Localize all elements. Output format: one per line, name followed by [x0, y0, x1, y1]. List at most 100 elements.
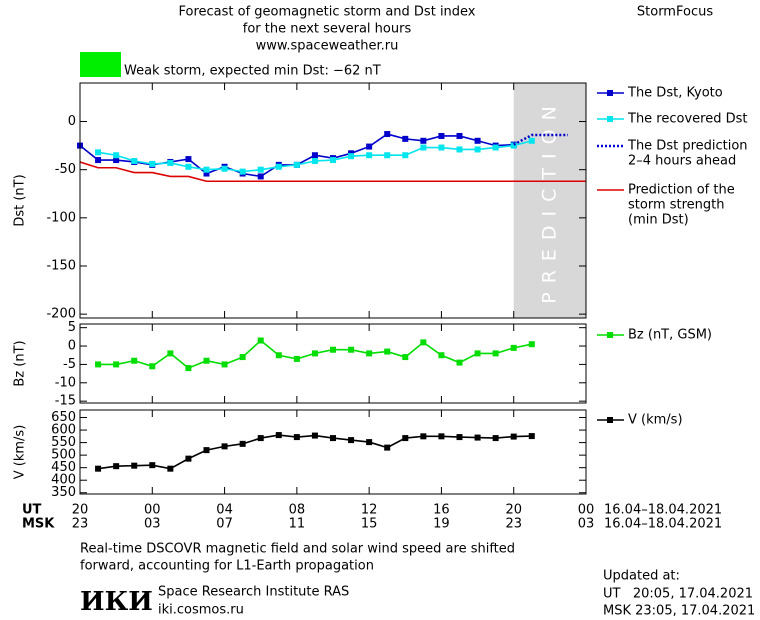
- y-tick-label: 550: [51, 435, 76, 450]
- y-axis-label: Bz (nT): [13, 340, 28, 386]
- point: [456, 359, 463, 366]
- point: [402, 354, 409, 361]
- point: [113, 463, 120, 470]
- ut-label: UT: [22, 503, 42, 518]
- point: [221, 361, 228, 368]
- brand: StormFocus: [637, 5, 713, 20]
- point: [167, 350, 174, 357]
- y-axis-label: Dst (nT): [13, 174, 28, 226]
- legend-marker: [607, 90, 613, 96]
- point: [257, 166, 264, 173]
- point: [420, 137, 427, 144]
- point: [420, 433, 427, 440]
- prediction-label: PREDICTION: [538, 97, 560, 304]
- legend-marker: [607, 417, 613, 423]
- point: [221, 443, 228, 450]
- x-tick-label-msk: 03: [578, 517, 595, 532]
- point: [149, 462, 156, 469]
- point: [275, 163, 282, 170]
- y-tick-label: 5: [68, 320, 76, 335]
- updated-label: Updated at:: [603, 569, 680, 584]
- legend-label: (min Dst): [628, 213, 689, 228]
- point: [492, 350, 499, 357]
- point: [95, 465, 102, 472]
- plot-frame: [79, 82, 587, 319]
- point: [474, 137, 481, 144]
- point: [185, 163, 192, 170]
- updated-msk: MSK 23:05, 17.04.2021: [603, 604, 755, 619]
- point: [492, 144, 499, 151]
- point: [203, 170, 210, 177]
- y-tick-label: -5: [63, 357, 76, 372]
- point: [95, 157, 102, 164]
- point: [420, 339, 427, 346]
- y-tick-label: 400: [51, 473, 76, 488]
- institute: Space Research Institute RAS: [158, 585, 349, 600]
- x-tick-label-msk: 07: [216, 517, 233, 532]
- note: Real-time DSCOVR magnetic field and sola…: [80, 542, 515, 557]
- y-tick-label: 350: [51, 485, 76, 500]
- y-tick-label: 450: [51, 460, 76, 475]
- point: [330, 435, 336, 442]
- prediction-zone: [513, 83, 586, 318]
- point: [384, 348, 391, 355]
- point: [456, 132, 463, 139]
- series-line: [97, 434, 532, 470]
- plot-frame: [79, 409, 587, 495]
- x-tick-label: 04: [216, 503, 233, 518]
- point: [275, 352, 282, 359]
- point: [131, 357, 138, 364]
- point: [257, 435, 264, 442]
- point: [438, 352, 445, 359]
- x-tick-label-msk: 23: [72, 517, 89, 532]
- x-tick-label: 00: [144, 503, 161, 518]
- point: [510, 142, 517, 149]
- point: [95, 361, 102, 368]
- point: [131, 462, 138, 469]
- x-tick-label-msk: 23: [505, 517, 522, 532]
- point: [149, 363, 156, 370]
- x-tick-label: 16: [433, 503, 450, 518]
- point: [185, 365, 192, 372]
- y-tick-label: -100: [46, 210, 76, 225]
- point: [185, 156, 192, 163]
- point: [293, 355, 300, 362]
- y-tick-label: 0: [68, 339, 76, 354]
- y-tick-label: 650: [51, 410, 76, 425]
- storm-swatch: [80, 52, 121, 77]
- legend-label: Bz (nT, GSM): [628, 328, 712, 343]
- point: [311, 350, 318, 357]
- x-tick-label-msk: 15: [361, 517, 378, 532]
- point: [402, 435, 409, 442]
- point: [149, 160, 156, 167]
- legend-marker: [607, 332, 613, 338]
- msk-label: MSK: [22, 517, 55, 532]
- site: www.spaceweather.ru: [256, 39, 399, 54]
- y-tick-label: -200: [46, 307, 76, 322]
- point: [474, 434, 481, 441]
- point: [492, 435, 499, 442]
- point: [131, 158, 138, 165]
- y-tick-label: 500: [51, 448, 76, 463]
- point: [203, 166, 210, 173]
- point: [528, 341, 535, 348]
- point: [221, 165, 228, 172]
- point: [456, 434, 463, 441]
- point: [95, 149, 102, 156]
- point: [474, 350, 481, 357]
- point: [330, 346, 336, 353]
- legend-marker: [607, 116, 613, 122]
- date-range: 16.04–18.04.2021: [604, 517, 722, 532]
- point: [510, 344, 517, 351]
- point: [167, 465, 174, 472]
- point: [311, 152, 318, 159]
- x-tick-label-msk: 19: [433, 517, 450, 532]
- y-tick-label: -15: [55, 394, 76, 409]
- x-tick-label: 20: [72, 503, 89, 518]
- point: [311, 158, 318, 165]
- date-range: 16.04–18.04.2021: [604, 503, 722, 518]
- point: [275, 432, 282, 439]
- updated-ut: UT 20:05, 17.04.2021: [603, 587, 753, 602]
- legend-label: The Dst, Kyoto: [627, 86, 723, 101]
